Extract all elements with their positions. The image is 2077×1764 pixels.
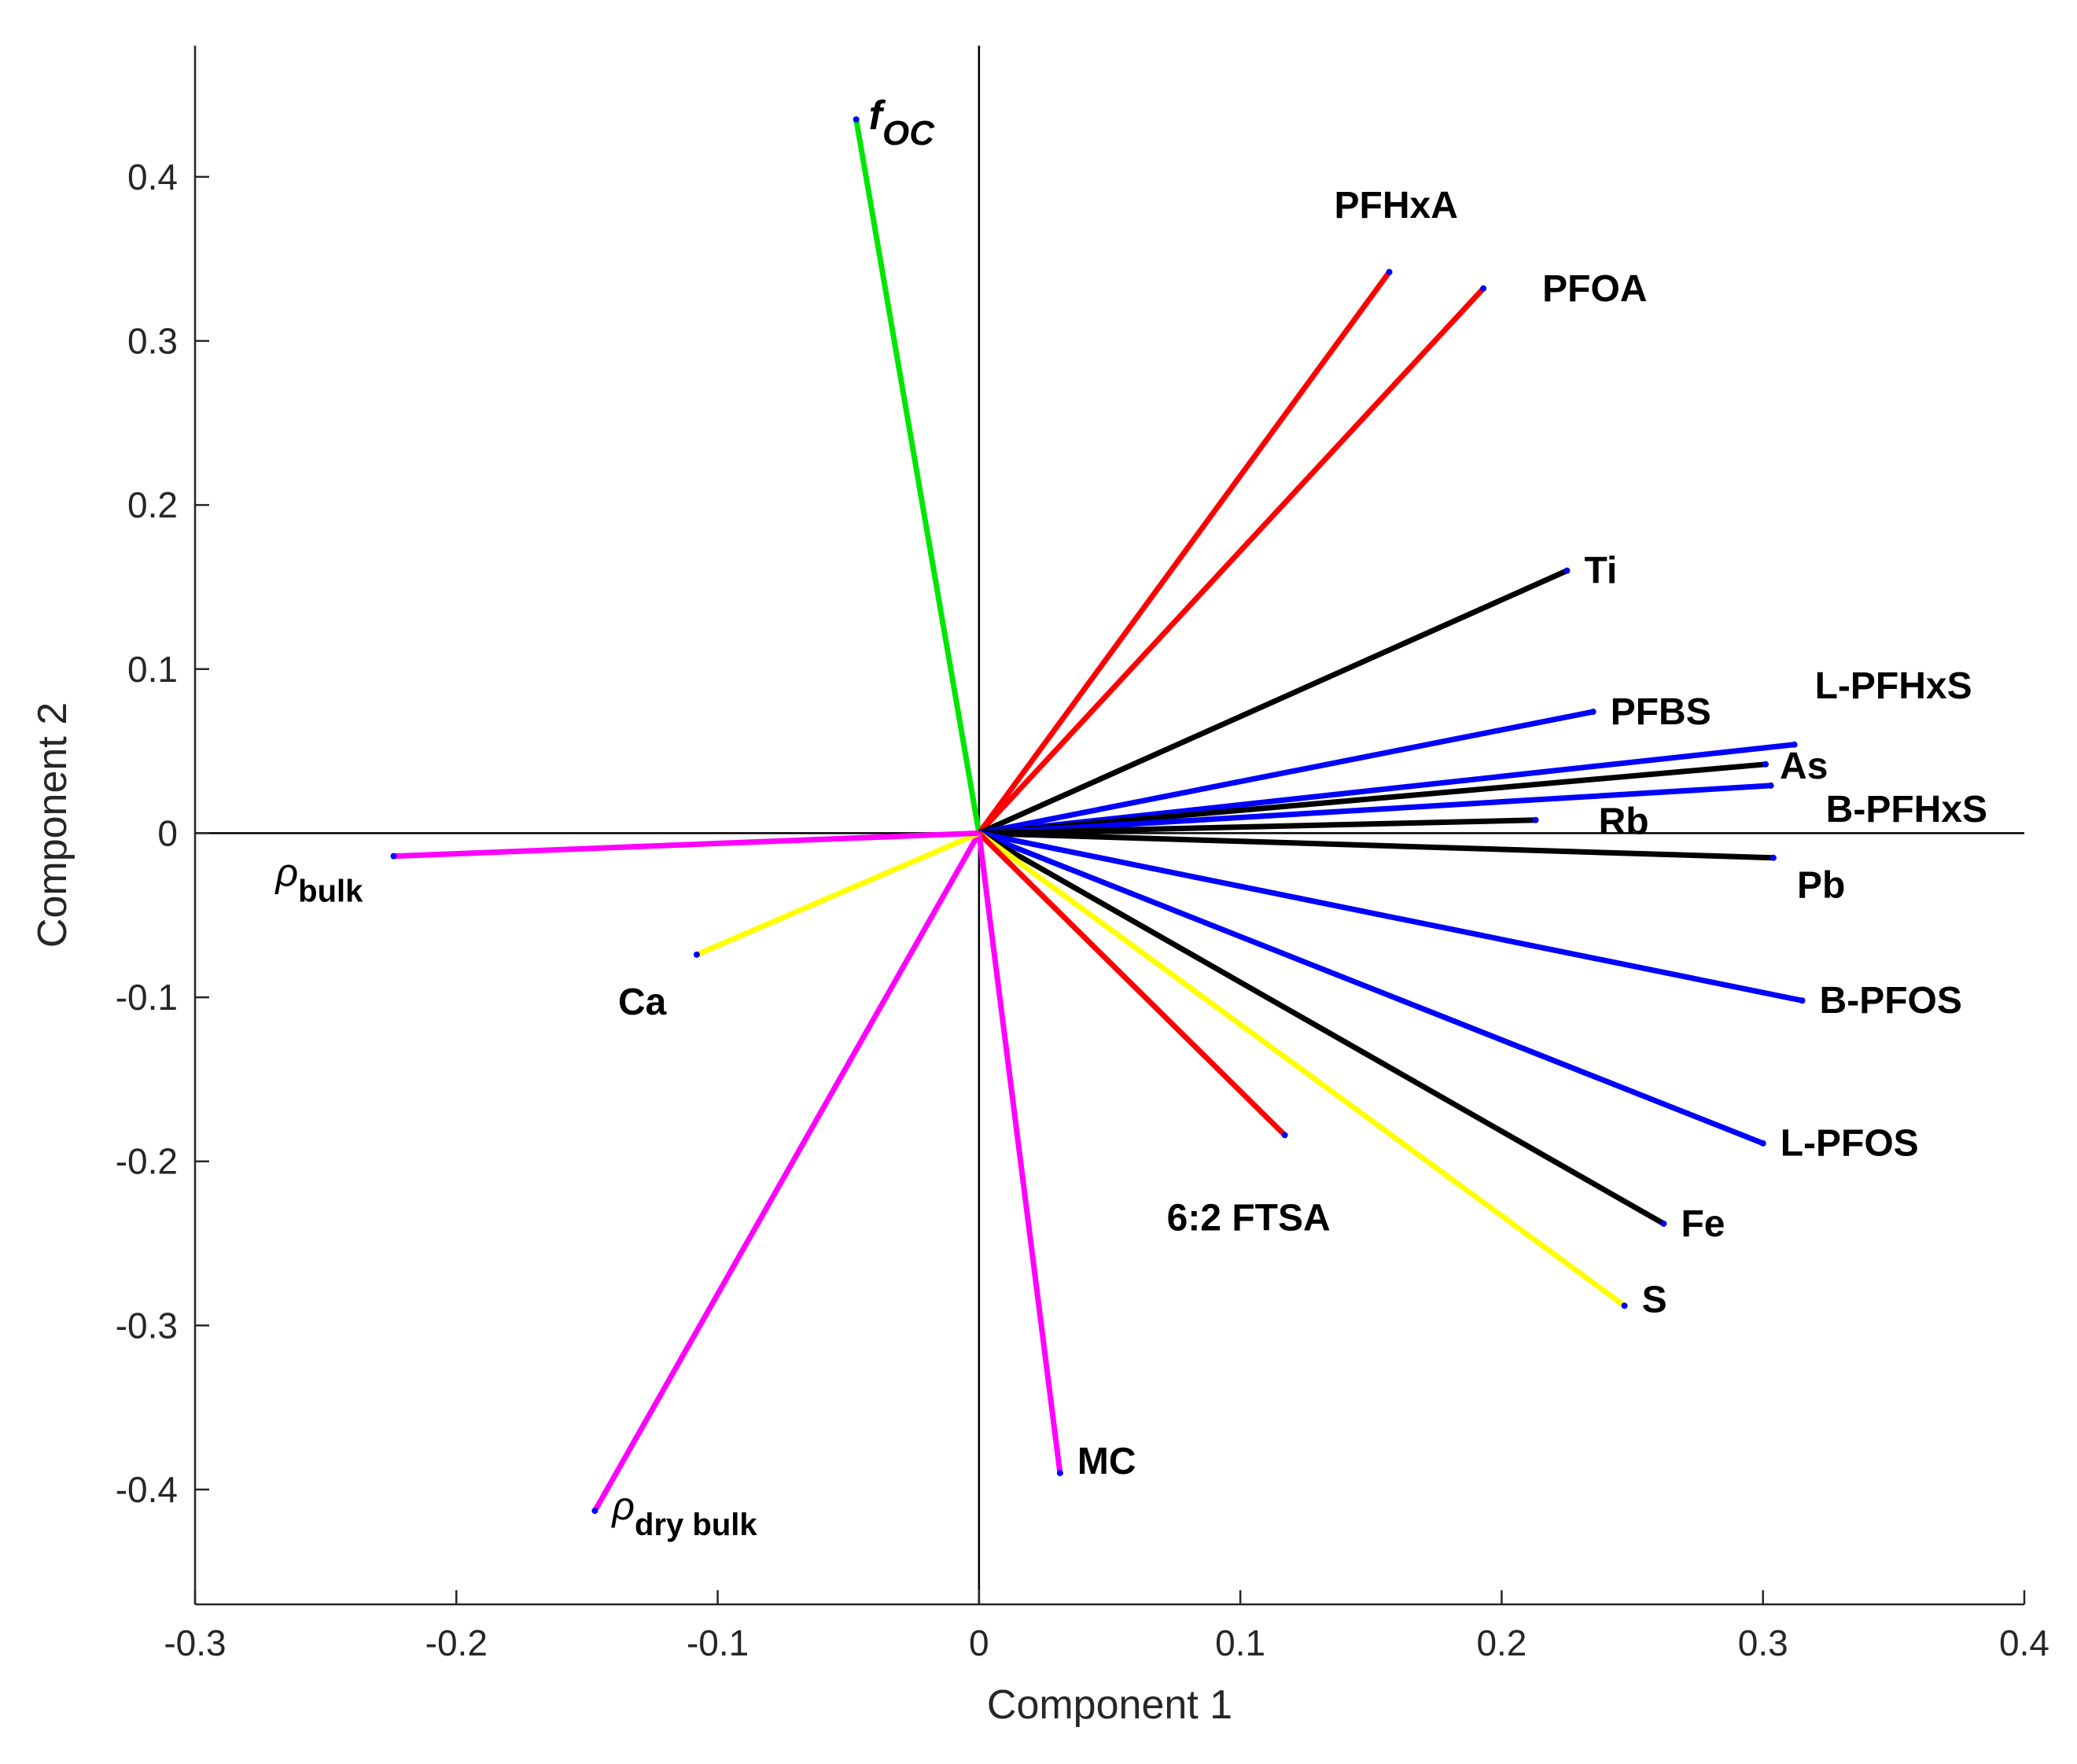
rho-symbol: ρ [610, 1484, 635, 1528]
vector-label-as: As [1780, 746, 1828, 787]
vector-line-rb [978, 817, 1536, 836]
vector-label-l-pfos: L-PFOS [1781, 1123, 1919, 1165]
vector-label-pb: Pb [1797, 865, 1845, 907]
vector-label-b-pfos: B-PFOS [1820, 980, 1962, 1022]
vector-tip-pfbs [1589, 709, 1596, 716]
vector-tip-pfhxa [1386, 268, 1393, 275]
vector-tip-rho-bulk [390, 853, 397, 860]
x-tick-label: 0.4 [1999, 1622, 2049, 1663]
vector-label-rb: Rb [1599, 801, 1649, 843]
vector-line-b-pfos [978, 830, 1803, 1004]
axes-layer: -0.3 -0.2 -0.1 0 0.1 0.2 0.3 0.4 -0.4 -0.3 -0.2 -0.… [116, 46, 2049, 1663]
vector-line-ca [695, 830, 981, 958]
y-tick-label: 0.2 [127, 484, 178, 525]
vector-label-pfbs: PFBS [1611, 691, 1711, 733]
vector-tip-pfoa [1480, 285, 1487, 292]
y-tick-label: -0.1 [116, 977, 178, 1018]
vector-line-rho-dry-bulk [592, 831, 981, 1512]
y-tick-label: 0.3 [127, 321, 178, 362]
vector-line-pfoa [977, 286, 1486, 835]
subscript: OC [882, 114, 935, 153]
x-tick-label: 0 [969, 1622, 989, 1663]
x-tick-label: 0.1 [1215, 1622, 1265, 1663]
vector-label-mc: MC [1077, 1441, 1136, 1482]
y-tick-label: 0.4 [127, 157, 178, 197]
vector-tip-rho-dry-bulk [591, 1508, 598, 1515]
vector-label-pfhxa: PFHxA [1335, 185, 1458, 226]
subscript: bulk [298, 875, 363, 909]
vector-tip-foc [853, 116, 860, 123]
vectors-layer [390, 116, 1806, 1515]
vector-line-pfhxa [977, 270, 1392, 835]
vector-line-mc [976, 832, 1063, 1474]
vector-line-pfbs [978, 709, 1594, 836]
vector-line-l-pfhxs [978, 742, 1795, 836]
vector-label-rho-dry-bulk: ρdry bulk [610, 1484, 757, 1542]
vector-line-l-pfos [978, 830, 1765, 1146]
x-tick-label: -0.1 [687, 1622, 749, 1663]
y-tick-label: -0.3 [116, 1305, 178, 1346]
vector-line-foc [853, 119, 982, 834]
vector-tip-ti [1563, 567, 1571, 574]
vector-line-pb [978, 830, 1774, 861]
vector-label-rho-bulk: ρbulk [274, 851, 364, 909]
vector-line-b-pfhxs [978, 783, 1771, 836]
vector-line-fe [978, 830, 1666, 1227]
vector-line-rho-bulk [393, 830, 979, 860]
vector-tip-mc [1056, 1470, 1063, 1477]
vector-tip-fe [1660, 1220, 1667, 1227]
vector-label-foc: fOC [869, 93, 936, 153]
y-tick-label: -0.4 [116, 1469, 178, 1510]
vector-label-s: S [1642, 1279, 1667, 1320]
x-axis-title: Component 1 [987, 1682, 1232, 1728]
vector-line-s [977, 830, 1626, 1309]
vector-line-as [978, 761, 1766, 836]
vector-tip-l-pfhxs [1791, 741, 1798, 748]
vector-line-ftsa [977, 830, 1287, 1137]
y-axis-title: Component 2 [30, 702, 75, 948]
vector-label-b-pfhxs: B-PFHxS [1826, 789, 1987, 830]
rho-symbol: ρ [274, 851, 299, 895]
vector-label-l-pfhxs: L-PFHxS [1815, 665, 1972, 707]
vector-tip-ftsa [1281, 1132, 1288, 1139]
vector-label-ca: Ca [618, 981, 667, 1023]
vector-tip-rb [1532, 816, 1539, 823]
vector-tip-b-pfhxs [1767, 782, 1774, 789]
labels-layer: fOC PFHxA PFOA Ti PFBS L-PFHxS AsB-PFHxS Rb Pb B-… [274, 93, 1988, 1542]
vector-label-fe: Fe [1681, 1203, 1725, 1245]
vector-tip-ca [693, 951, 700, 958]
x-tick-label: 0.2 [1476, 1622, 1526, 1663]
y-tick-label: 0 [157, 812, 178, 853]
vector-label-ftsa: 6:2 FTSA [1167, 1197, 1331, 1239]
vector-tip-pb [1770, 854, 1777, 861]
y-tick-label: 0.1 [127, 649, 178, 690]
y-tick-label: -0.2 [116, 1141, 178, 1182]
vector-label-pfoa: PFOA [1542, 268, 1647, 310]
vector-tip-as [1762, 760, 1770, 768]
vector-tip-l-pfos [1759, 1140, 1766, 1147]
vector-line-ti [978, 568, 1568, 836]
vector-tip-s [1621, 1302, 1628, 1309]
italic-symbol: f [869, 93, 886, 138]
vector-label-ti: Ti [1585, 551, 1618, 592]
x-tick-label: -0.3 [164, 1622, 226, 1663]
vector-tip-b-pfos [1799, 997, 1806, 1004]
x-tick-label: -0.2 [425, 1622, 488, 1663]
x-tick-label: 0.3 [1738, 1622, 1788, 1663]
subscript: dry bulk [635, 1508, 757, 1542]
